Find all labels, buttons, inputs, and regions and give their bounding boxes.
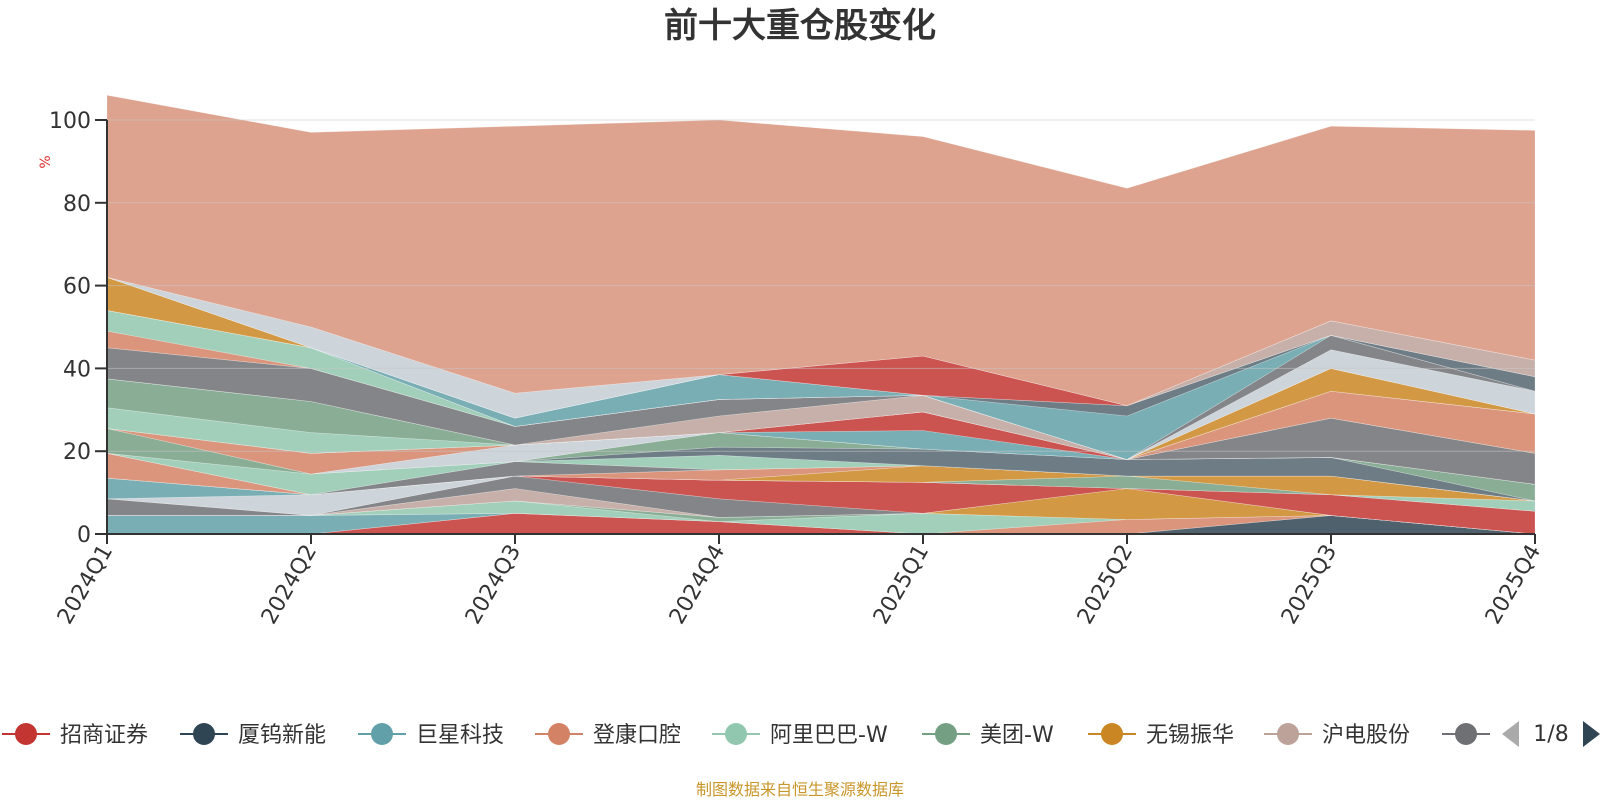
legend-pager: 1/8 (1502, 721, 1600, 747)
legend-marker-icon (193, 723, 215, 745)
legend-label: 美团-W (980, 723, 1054, 748)
legend-marker-icon (725, 723, 747, 745)
legend-label: 阿里巴巴-W (770, 723, 888, 748)
x-tick-label: 2025Q4 (1481, 541, 1546, 629)
y-tick-label: 60 (63, 275, 91, 300)
area-series-43 (106, 94, 1536, 407)
x-tick-label: 2024Q2 (257, 541, 322, 629)
legend-marker-icon (371, 723, 393, 745)
y-tick-label: 100 (49, 109, 91, 134)
legend: 1/8 招商证券 厦钨新能 巨星科技 登康口腔 阿里巴巴-W 美团-W 无锡振华 沪电股份 (2, 721, 1600, 748)
legend-label: 无锡振华 (1146, 723, 1234, 748)
legend-item-6[interactable]: 美团-W (922, 723, 1054, 748)
legend-marker-icon (15, 723, 37, 745)
legend-label: 登康口腔 (593, 723, 681, 748)
data-source-note: 制图数据来自恒生聚源数据库 (696, 780, 904, 799)
y-tick-label: 80 (63, 192, 91, 217)
legend-item-5[interactable]: 阿里巴巴-W (712, 723, 888, 748)
legend-next-page-icon[interactable] (1583, 721, 1600, 747)
legend-marker-icon (935, 723, 957, 745)
legend-label: 巨星科技 (416, 723, 504, 748)
legend-label: 招商证券 (60, 723, 148, 748)
legend-item-3[interactable]: 巨星科技 (358, 723, 504, 748)
legend-label: 沪电股份 (1322, 723, 1410, 748)
legend-marker-icon (1277, 723, 1299, 745)
x-tick-label: 2024Q3 (461, 541, 526, 629)
legend-item-4[interactable]: 登康口腔 (535, 723, 681, 748)
x-tick-label: 2025Q3 (1277, 541, 1342, 629)
legend-marker-icon (1101, 723, 1123, 745)
legend-label: 厦钨新能 (238, 723, 326, 748)
y-axis-unit-label: % (38, 155, 54, 168)
x-tick-label: 2024Q4 (665, 541, 730, 629)
legend-item-1[interactable]: 招商证券 (2, 723, 148, 748)
legend-marker-icon (1455, 723, 1477, 745)
legend-item-8[interactable]: 沪电股份 (1264, 723, 1410, 748)
legend-page-indicator: 1/8 (1533, 722, 1568, 747)
x-tick-label: 2025Q1 (869, 541, 934, 629)
y-tick-label: 0 (77, 523, 91, 548)
legend-marker-icon (548, 723, 570, 745)
x-tick-label: 2025Q2 (1073, 541, 1138, 629)
plot-area (106, 94, 1536, 535)
legend-prev-page-icon[interactable] (1502, 721, 1519, 747)
legend-item-2[interactable]: 厦钨新能 (180, 723, 326, 748)
legend-item-9[interactable] (1442, 723, 1490, 745)
y-tick-label: 40 (63, 357, 91, 382)
x-tick-label: 2024Q1 (53, 541, 118, 629)
chart-title: 前十大重仓股变化 (664, 6, 936, 46)
legend-item-7[interactable]: 无锡振华 (1088, 723, 1234, 748)
y-tick-label: 20 (63, 440, 91, 465)
